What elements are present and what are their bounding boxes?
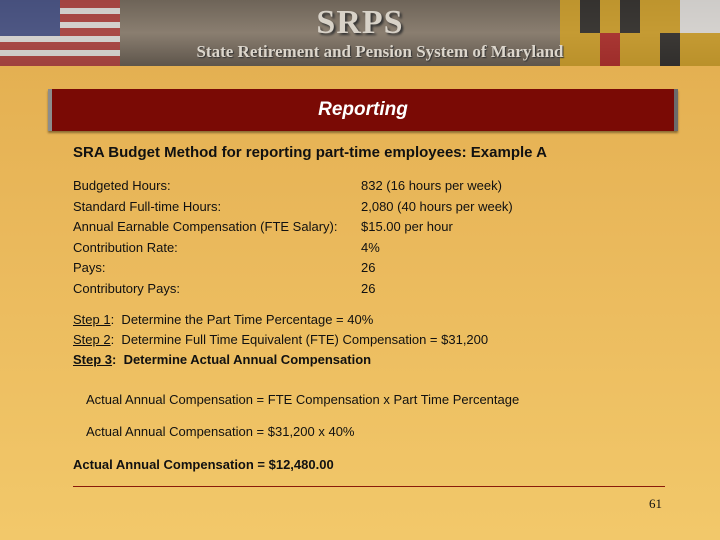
row-label: Standard Full-time Hours: [73, 198, 222, 214]
divider [73, 486, 665, 487]
step-text: : Determine the Part Time Percentage = 4… [110, 312, 374, 327]
step-text: : Determine Full Time Equivalent (FTE) C… [110, 332, 489, 347]
title-bar: Reporting [48, 89, 678, 131]
row-value: 2,080 (40 hours per week) [361, 198, 513, 214]
header-art [0, 0, 720, 66]
row-value: 26 [361, 260, 376, 275]
result: Actual Annual Compensation = $12,480.00 [73, 457, 334, 472]
logo: SRPS [316, 4, 404, 41]
row-value: 832 (16 hours per week) [361, 178, 502, 193]
step-text: : Determine Actual Annual Compensation [112, 352, 372, 367]
row-label: Budgeted Hours: [73, 178, 171, 193]
step: Step 3: Determine Actual Annual Compensa… [73, 352, 371, 367]
row-value: $15.00 per hour [361, 219, 453, 234]
step: Step 2: Determine Full Time Equivalent (… [73, 332, 488, 347]
row-label: Annual Earnable Compensation (FTE Salary… [73, 219, 338, 234]
header-subtitle: State Retirement and Pension System of M… [196, 42, 564, 61]
heading: SRA Budget Method for reporting part-tim… [73, 144, 547, 161]
step-label: Step 1 [73, 312, 111, 327]
step-label: Step 2 [73, 332, 111, 347]
page-number: 61 [649, 496, 662, 511]
slide-title: Reporting [318, 99, 408, 120]
formula: Actual Annual Compensation = FTE Compens… [86, 392, 520, 407]
formula: Actual Annual Compensation = $31,200 x 4… [86, 424, 355, 439]
row-label: Pays: [73, 260, 106, 275]
step: Step 1: Determine the Part Time Percenta… [73, 312, 373, 327]
row-value: 4% [361, 239, 380, 255]
row-label: Contributory Pays: [73, 280, 180, 296]
header: SRPS State Retirement and Pension System… [0, 0, 720, 66]
step-label: Step 3 [73, 352, 113, 367]
row-label: Contribution Rate: [73, 239, 178, 255]
row-value: 26 [361, 280, 376, 296]
